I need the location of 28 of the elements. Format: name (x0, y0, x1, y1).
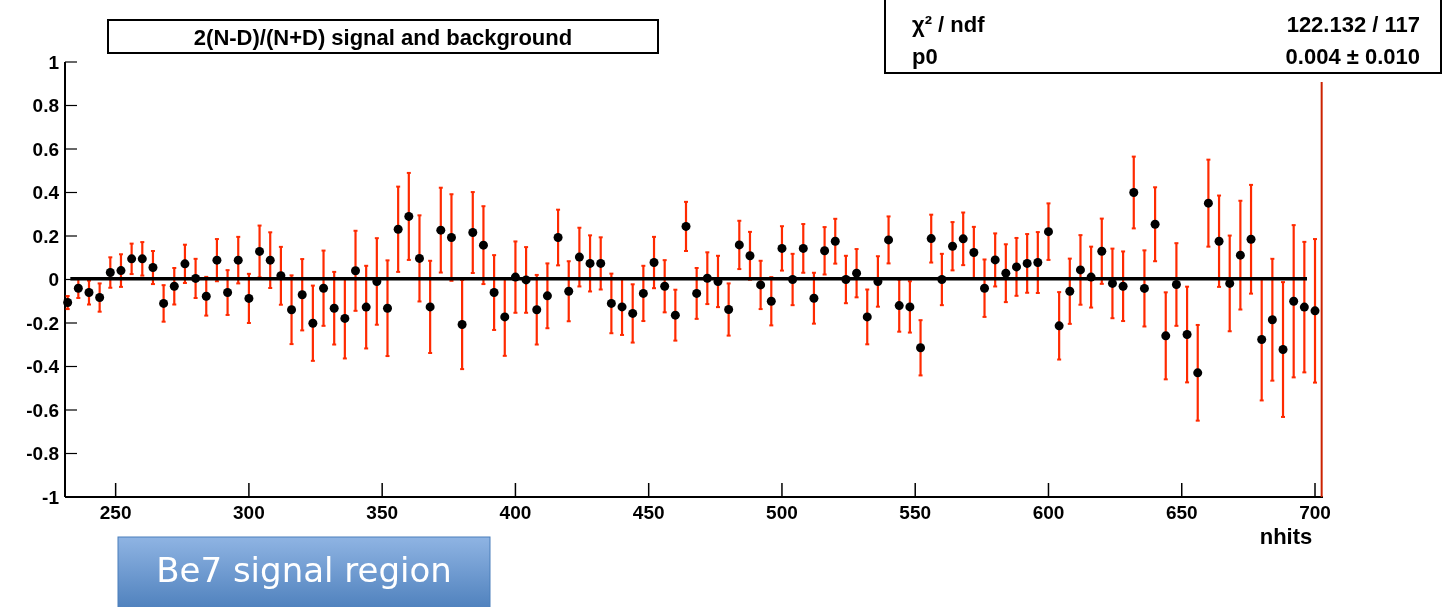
annotation: 0.004 ± 0.010 (1285, 44, 1420, 69)
text: Be7 signal region (156, 550, 452, 590)
y-tick-label: 0.4 (32, 182, 60, 204)
text: χ² / ndf (912, 12, 986, 37)
text: 122.132 / 117 (1286, 12, 1420, 37)
x-tick-label: 650 (1165, 502, 1198, 523)
y-tick-label: -0.8 (26, 443, 59, 465)
y-tick-label: 0 (48, 269, 59, 291)
y-tick-label: -0.2 (26, 312, 59, 334)
y-tick-label: -0.4 (26, 356, 60, 378)
y-tick-label: 0.2 (32, 225, 59, 247)
chart-title: 2(N-D)/(N+D) signal and background (193, 24, 573, 50)
x-tick-label: 500 (766, 502, 798, 523)
x-tick-label: 550 (899, 502, 932, 523)
x-tick-label: 600 (1032, 502, 1065, 523)
x-tick-label: 450 (632, 502, 665, 523)
x-tick-label: 700 (1299, 502, 1331, 523)
x-tick-label: 350 (366, 502, 399, 523)
annotation: p0 (912, 44, 938, 69)
x-tick-label: 250 (99, 502, 132, 523)
y-tick-label: -1 (42, 486, 60, 508)
y-tick-label: -0.6 (26, 399, 59, 421)
y-tick-label: 0.6 (32, 138, 59, 160)
x-tick-label: 300 (233, 502, 265, 523)
x-tick-label: 400 (499, 502, 532, 523)
y-tick-label: 1 (48, 51, 60, 73)
y-tick-label: 0.8 (32, 95, 59, 117)
x-axis-title: nhits (1259, 524, 1313, 549)
